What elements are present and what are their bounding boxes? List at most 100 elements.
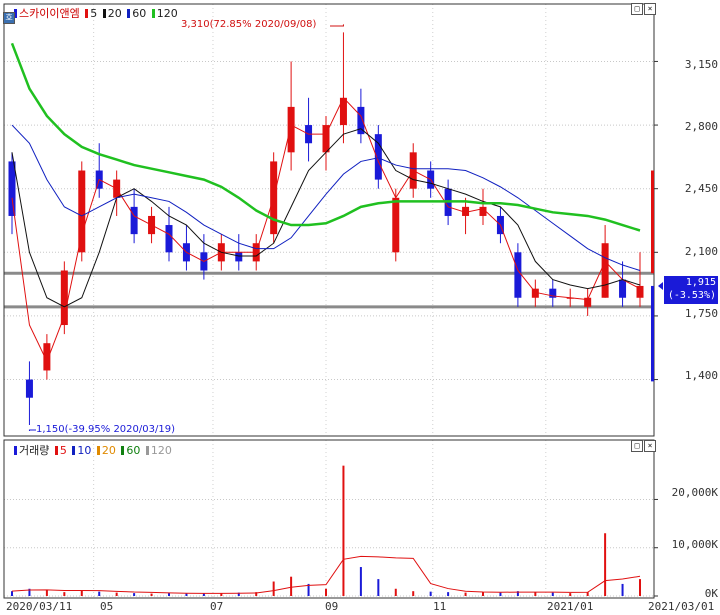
vma20-marker	[96, 446, 100, 455]
panel-settings-button[interactable]: 호	[3, 12, 15, 24]
x-tick-label: 05	[100, 600, 114, 613]
volume-bar	[412, 591, 415, 596]
volume-bar	[447, 592, 450, 596]
ma120-marker	[151, 9, 155, 18]
volume-bar	[255, 592, 258, 596]
candle-body	[357, 106, 365, 135]
volume-y-tick-label: 20,000K	[671, 486, 718, 499]
legend-vma60: 60	[126, 444, 141, 457]
candle-body	[8, 161, 16, 216]
volume-y-tick-label: 0K	[704, 587, 718, 600]
volume-bar	[168, 593, 170, 596]
candle-body	[392, 197, 400, 253]
candle-body	[165, 225, 173, 253]
volume-bar	[11, 591, 13, 596]
candle-body	[584, 297, 592, 307]
volume-bar	[220, 593, 223, 596]
volume-close-button[interactable]: ×	[644, 440, 656, 452]
maximize-button[interactable]: □	[631, 3, 643, 15]
volume-moving-averages	[11, 555, 641, 594]
current-price-marker	[658, 281, 663, 290]
legend-vma5: 5	[59, 444, 67, 457]
candle-body	[601, 243, 609, 298]
y-tick-label: 1,750	[684, 307, 718, 320]
volume-bar	[290, 576, 293, 596]
volume-bar	[464, 592, 467, 596]
price-panel-frame	[3, 3, 655, 437]
volume-panel-frame	[3, 439, 655, 599]
moving-average-lines	[10, 24, 641, 431]
range-bar-up	[651, 170, 654, 274]
ma20-marker	[102, 9, 106, 18]
volume-bar	[429, 591, 432, 596]
candle-body	[43, 343, 51, 371]
volume-bar	[115, 592, 118, 596]
volume-bar	[272, 581, 275, 596]
volume-bar	[621, 583, 624, 596]
high-marker	[330, 24, 344, 27]
candle-body	[25, 379, 33, 398]
legend-marker	[14, 446, 17, 455]
legend-vma20: 20	[101, 444, 116, 457]
volume-bar	[80, 590, 83, 596]
low-marker	[28, 429, 36, 431]
candle-body	[462, 206, 470, 216]
candle-body	[514, 252, 522, 298]
legend-vma120: 120	[150, 444, 172, 457]
vma10-marker	[72, 446, 76, 455]
volume-bar	[307, 583, 310, 596]
x-tick-label: 2020/03/11	[6, 600, 73, 613]
legend-ma5: 5	[90, 7, 98, 20]
legend-ma20: 20	[107, 7, 122, 20]
ma5-marker	[85, 9, 89, 18]
volume-bar	[551, 592, 554, 596]
y-tick-label: 2,100	[684, 245, 718, 258]
price-legend: 스카이이앤엠 5 20 60 120	[14, 5, 180, 20]
volume-bar	[342, 465, 345, 596]
candle-body	[130, 206, 138, 235]
volume-bar	[202, 593, 205, 596]
candle-body	[374, 134, 382, 180]
ma-line-120	[10, 42, 641, 232]
y-tick-label: 3,150	[684, 58, 718, 71]
volume-bar	[359, 567, 362, 596]
volume-bar	[394, 588, 397, 596]
x-tick-label: 11	[433, 600, 447, 613]
close-button[interactable]: ×	[644, 3, 656, 15]
y-tick-label: 2,450	[684, 182, 718, 195]
volume-bar	[499, 592, 502, 596]
candle-body	[549, 288, 557, 298]
candle-body	[339, 97, 347, 126]
x-tick-label: 2021/01	[547, 600, 594, 613]
x-tick-label: 2021/03/01	[648, 600, 715, 613]
stock-name: 스카이이앤엠	[19, 7, 80, 20]
volume-ma-line-5	[11, 555, 641, 594]
volume-bar	[325, 588, 327, 596]
volume-bar	[482, 592, 484, 596]
volume-bar	[150, 593, 153, 596]
volume-bar	[133, 593, 136, 596]
candle-body	[636, 285, 644, 298]
volume-bar	[586, 592, 589, 596]
volume-bar	[45, 589, 48, 596]
volume-bar	[28, 588, 31, 596]
current-change: (-3.53%)	[667, 290, 716, 301]
x-tick-label: 07	[210, 600, 224, 613]
legend-vma10: 10	[77, 444, 92, 457]
volume-maximize-button[interactable]: □	[631, 440, 643, 452]
range-bar-down	[651, 285, 654, 382]
ma-line-60	[11, 124, 641, 271]
candle-body	[60, 270, 68, 326]
current-price: 1,915	[685, 277, 716, 288]
vma60-marker	[121, 446, 125, 455]
volume-bar	[98, 591, 101, 596]
low-annotation: 1,150(-39.95% 2020/03/19)	[36, 424, 175, 435]
volume-bar	[604, 533, 607, 596]
vma120-marker	[145, 446, 149, 455]
candle-body	[619, 279, 627, 298]
volume-bar	[237, 592, 240, 596]
legend-ma60: 60	[132, 7, 147, 20]
volume-name: 거래량	[19, 444, 50, 457]
volume-bar	[377, 579, 380, 596]
